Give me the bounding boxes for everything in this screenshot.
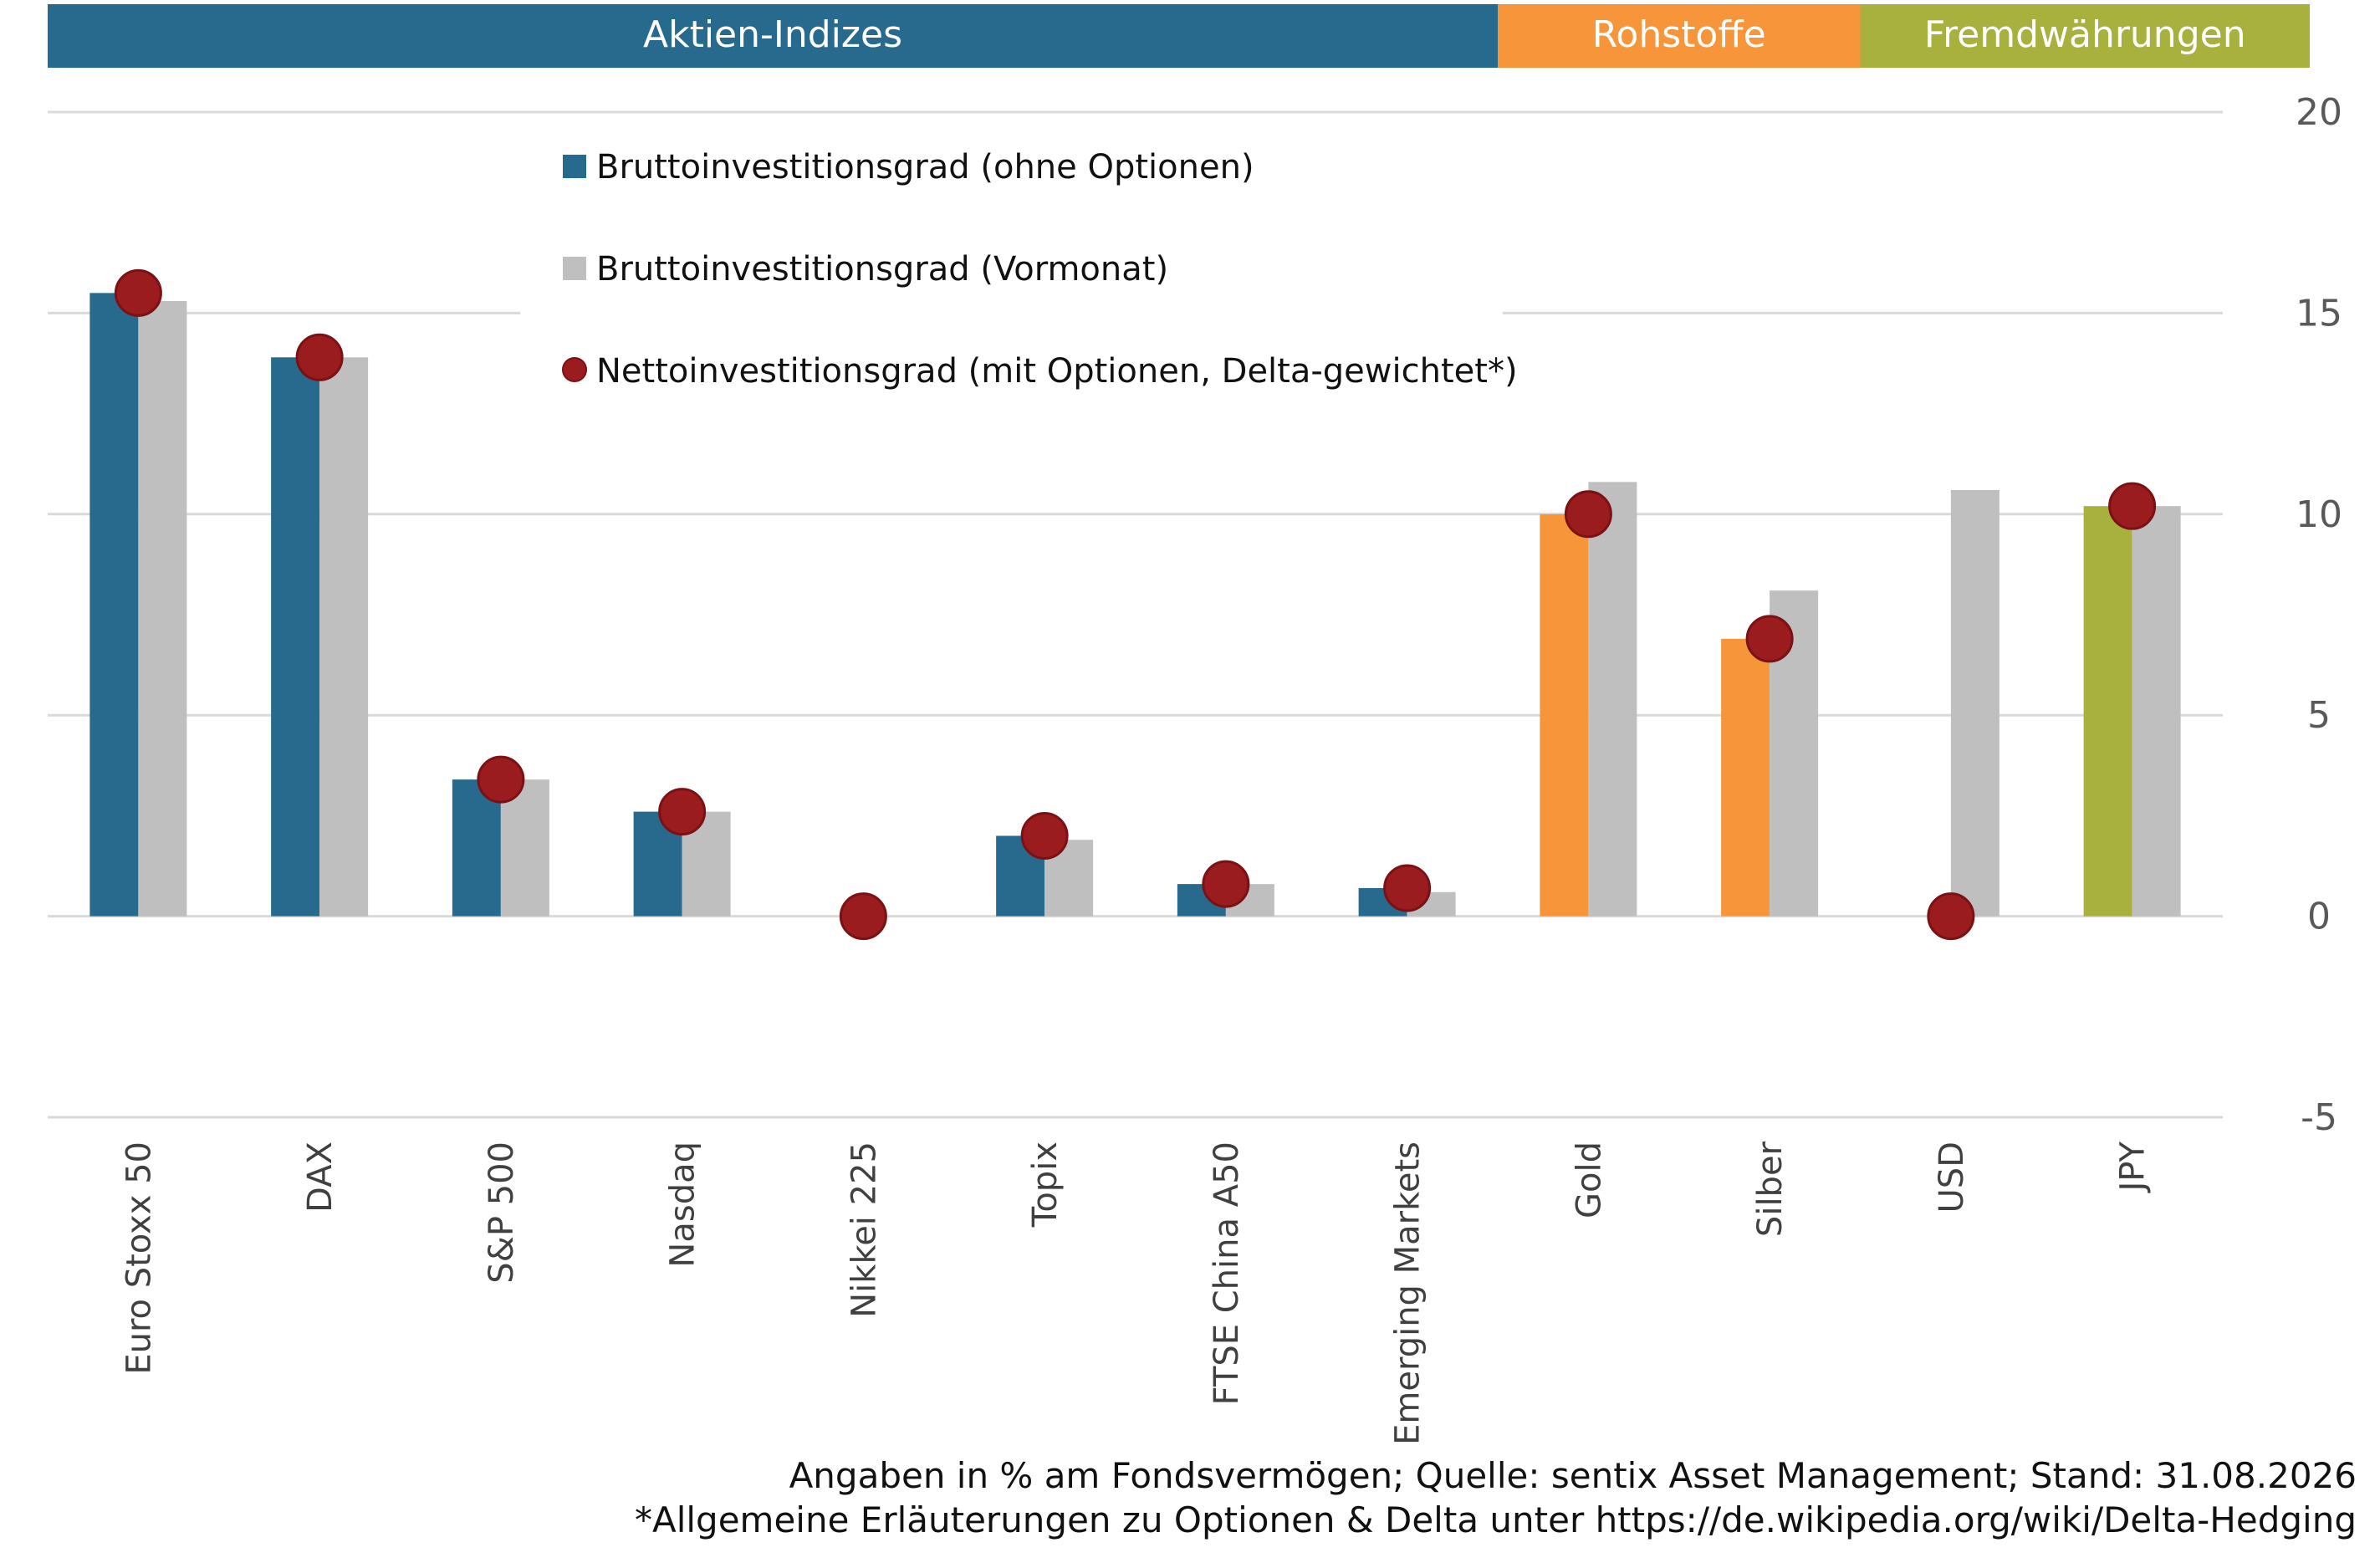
bar-current	[1540, 513, 1589, 917]
x-tick-label: Topix	[1026, 1142, 1065, 1228]
y-tick-label: 10	[2296, 493, 2342, 536]
net-marker	[839, 892, 887, 941]
group-header-label: Rohstoffe	[1592, 13, 1766, 56]
net-marker	[1202, 860, 1250, 908]
x-tick-label: JPY	[2114, 1141, 2153, 1193]
bar-current	[1721, 638, 1770, 917]
x-tick-label: USD	[1933, 1142, 1971, 1213]
x-tick-label: Silber	[1751, 1141, 1790, 1237]
net-marker	[477, 755, 525, 804]
net-marker	[658, 788, 707, 836]
net-marker	[1020, 811, 1069, 860]
net-marker	[1564, 490, 1612, 539]
x-tick-label: Euro Stoxx 50	[120, 1142, 158, 1375]
legend-swatch	[563, 155, 586, 178]
y-tick-label: 15	[2296, 292, 2342, 335]
x-tick-label: Nasdaq	[664, 1142, 702, 1268]
legend-marker	[562, 357, 587, 382]
y-tick-label: 0	[2307, 896, 2331, 938]
x-tick-label: Nikkei 225	[845, 1142, 883, 1318]
bar-previous-month	[1588, 482, 1637, 917]
bar-current	[89, 293, 139, 917]
group-header-label: Fremdwährungen	[1924, 13, 2246, 56]
bar-previous-month	[2132, 506, 2181, 917]
bar-current	[2083, 506, 2132, 917]
group-header-band	[1498, 4, 1861, 68]
bar-previous-month	[138, 300, 187, 917]
legend-label: Bruttoinvestitionsgrad (Vormonat)	[596, 250, 1168, 289]
y-tick-label: -5	[2301, 1096, 2337, 1139]
net-marker	[2108, 482, 2157, 530]
net-marker	[295, 333, 344, 381]
bar-current	[271, 357, 320, 917]
x-tick-label: S&P 500	[483, 1142, 521, 1284]
net-marker	[114, 268, 162, 317]
bar-previous-month	[319, 357, 369, 917]
legend-swatch	[563, 257, 586, 280]
x-tick-label: Emerging Markets	[1389, 1142, 1427, 1445]
y-tick-label: 5	[2307, 694, 2331, 737]
x-tick-label: FTSE China A50	[1208, 1142, 1246, 1405]
footnote-source: Angaben in % am Fondsvermögen; Quelle: s…	[789, 1455, 2357, 1496]
group-header-band	[48, 4, 1498, 68]
bar-previous-month	[1950, 489, 2000, 917]
x-tick-label: Gold	[1570, 1142, 1608, 1218]
net-marker	[1745, 615, 1794, 663]
net-marker	[1383, 864, 1432, 912]
group-header-label: Aktien-Indizes	[643, 13, 902, 56]
legend-background	[520, 125, 1503, 410]
x-tick-label: DAX	[301, 1142, 340, 1213]
bar-previous-month	[500, 779, 549, 917]
net-marker	[1927, 892, 1975, 941]
bar-current	[452, 779, 501, 917]
legend-label: Bruttoinvestitionsgrad (ohne Optionen)	[596, 148, 1254, 186]
y-tick-label: 20	[2296, 91, 2342, 134]
footnote-delta: *Allgemeine Erläuterungen zu Optionen & …	[634, 1499, 2357, 1540]
legend-label: Nettoinvestitionsgrad (mit Optionen, Del…	[596, 352, 1518, 391]
group-header-band	[1860, 4, 2310, 68]
